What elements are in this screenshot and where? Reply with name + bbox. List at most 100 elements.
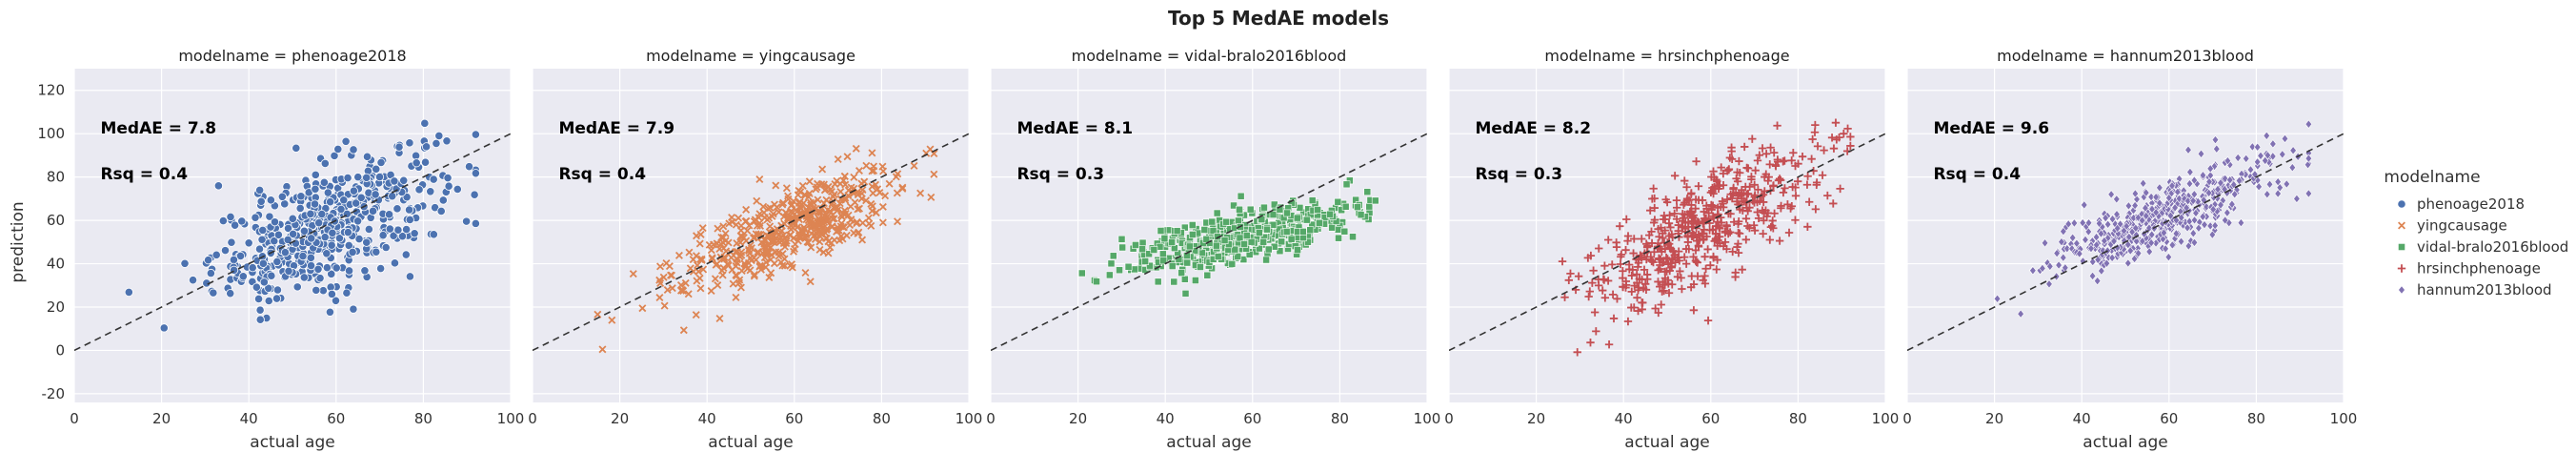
data-point	[1766, 143, 1775, 152]
medae-annotation: MedAE = 8.1	[1016, 119, 1133, 138]
data-point	[1242, 232, 1251, 239]
data-point	[2121, 236, 2128, 246]
data-point	[299, 226, 310, 236]
data-point	[751, 216, 759, 224]
data-point	[341, 136, 351, 146]
data-point	[736, 283, 745, 292]
data-point	[685, 248, 694, 257]
data-point	[2088, 257, 2097, 267]
data-point	[381, 242, 391, 253]
data-point	[794, 207, 802, 216]
x-tick-label: 40	[1615, 410, 1633, 427]
data-point	[1619, 282, 1627, 291]
data-point	[858, 236, 867, 244]
data-point	[1640, 265, 1649, 275]
x-tick-label: 80	[414, 410, 433, 427]
data-point	[1738, 265, 1746, 274]
data-point	[362, 237, 372, 247]
data-point	[2213, 144, 2221, 154]
data-point	[729, 279, 737, 288]
data-point	[264, 283, 273, 293]
data-point	[824, 182, 833, 191]
data-point	[1759, 197, 1768, 207]
data-point	[1255, 229, 1263, 237]
data-point	[1646, 253, 1656, 261]
data-point	[348, 247, 357, 257]
data-point	[2269, 139, 2277, 149]
data-point	[862, 196, 871, 205]
data-point	[2265, 179, 2274, 189]
data-point	[1667, 263, 1676, 272]
data-point	[1808, 134, 1817, 144]
data-point	[1731, 268, 1740, 278]
data-point	[1584, 292, 1593, 301]
data-point	[852, 144, 860, 153]
data-point	[280, 199, 290, 209]
data-point	[1105, 271, 1114, 279]
data-point	[444, 181, 453, 191]
data-point	[2211, 134, 2220, 145]
data-point	[1770, 209, 1779, 217]
data-point	[826, 243, 835, 252]
data-point	[364, 224, 373, 235]
data-point	[1590, 308, 1600, 317]
data-point	[1326, 210, 1334, 218]
legend-item: hannum2013blood	[2398, 281, 2552, 298]
data-point	[910, 161, 918, 170]
data-point	[711, 275, 719, 283]
data-point	[1811, 205, 1821, 214]
y-tick-label: 20	[47, 298, 65, 316]
data-point	[2108, 215, 2117, 224]
data-point	[388, 192, 397, 201]
reference-line	[533, 133, 969, 352]
data-point	[1728, 247, 1737, 257]
data-point	[773, 203, 781, 212]
data-point	[2055, 260, 2063, 270]
data-point	[1781, 184, 1789, 193]
data-point	[1145, 250, 1153, 258]
data-point	[360, 266, 370, 276]
data-point	[1604, 340, 1614, 349]
data-point	[1700, 207, 1708, 216]
data-point	[1787, 156, 1796, 165]
data-point	[322, 263, 332, 273]
data-point	[1754, 185, 1762, 195]
x-tick-label: 80	[873, 410, 891, 427]
data-point	[2274, 189, 2282, 198]
x-axis-label: actual age	[1166, 433, 1251, 452]
data-point	[1791, 216, 1800, 224]
data-point	[1798, 152, 1807, 161]
data-point	[2053, 248, 2061, 258]
data-point	[2208, 230, 2217, 239]
data-point	[2029, 266, 2037, 276]
data-point	[397, 232, 408, 241]
data-point	[332, 263, 341, 273]
data-point	[371, 190, 380, 199]
rsq-annotation: Rsq = 0.3	[1475, 165, 1562, 184]
data-point	[804, 193, 813, 201]
data-point	[1230, 201, 1238, 210]
data-point	[1664, 289, 1674, 298]
data-point	[1836, 184, 1844, 194]
data-point	[326, 197, 335, 207]
data-point	[1263, 225, 1271, 234]
data-point	[1654, 266, 1662, 275]
data-point	[708, 255, 716, 263]
data-point	[1747, 175, 1756, 184]
data-point	[1213, 241, 1220, 250]
legend-items: phenoage2018 yingcausage vidal-bralo2016bl…	[2397, 195, 2568, 298]
data-point	[2257, 151, 2264, 161]
data-point	[344, 266, 354, 276]
data-point	[778, 250, 787, 258]
facet-panel: 0 20 40 60 80 100 modelname = vidal-bralo2016b…	[986, 47, 1440, 452]
data-point	[231, 220, 240, 230]
data-point	[2082, 235, 2089, 245]
data-point	[1168, 262, 1177, 270]
data-point	[1672, 215, 1681, 223]
data-point	[1264, 245, 1273, 254]
data-point	[2084, 218, 2093, 228]
data-point	[1672, 195, 1681, 205]
data-point	[1181, 289, 1190, 298]
data-point	[878, 162, 887, 171]
